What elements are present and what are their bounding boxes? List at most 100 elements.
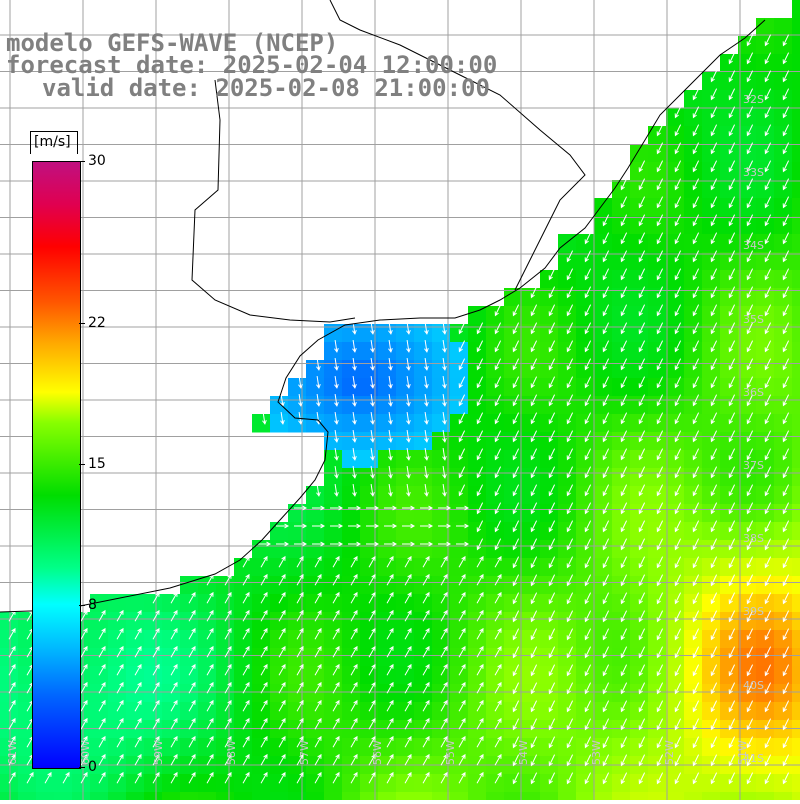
wind-arrow <box>584 772 592 785</box>
wind-arrow <box>442 376 447 389</box>
wind-arrow <box>458 753 466 766</box>
wind-arrow <box>548 412 556 425</box>
wind-speed-cell <box>396 504 415 523</box>
wind-arrow <box>728 682 736 695</box>
wind-arrow <box>782 124 790 137</box>
wind-arrow <box>494 681 502 694</box>
wind-arrow <box>8 681 16 694</box>
wind-speed-cell <box>378 522 397 541</box>
wind-arrow <box>602 538 610 551</box>
wind-arrow <box>404 591 412 604</box>
wind-arrow <box>368 555 376 568</box>
wind-arrow <box>388 322 393 335</box>
wind-speed-cell <box>792 72 800 91</box>
wind-arrow <box>530 448 538 461</box>
wind-arrow <box>352 358 357 371</box>
wind-arrow <box>386 645 394 658</box>
wind-arrow <box>764 718 772 731</box>
wind-arrow <box>294 505 308 511</box>
wind-speed-cell <box>648 792 667 804</box>
wind-arrow <box>512 412 520 425</box>
wind-speed-cell <box>360 432 379 451</box>
wind-arrow <box>366 523 380 529</box>
wind-arrow <box>170 609 178 622</box>
wind-arrow <box>494 448 502 461</box>
wind-arrow <box>512 628 520 641</box>
wind-speed-cell <box>360 540 379 559</box>
wind-speed-cell <box>414 450 433 469</box>
wind-speed-cell <box>252 792 271 804</box>
wind-arrow <box>350 573 358 586</box>
wind-speed-cell <box>774 18 793 37</box>
wind-arrow <box>152 591 160 604</box>
wind-arrow <box>692 142 700 155</box>
wind-arrow <box>656 520 664 533</box>
wind-arrow <box>98 645 106 658</box>
wind-arrow <box>442 466 447 479</box>
wind-arrow <box>314 681 322 694</box>
wind-arrow <box>278 681 286 694</box>
wind-speed-cell <box>0 792 19 804</box>
wind-arrow <box>530 376 538 389</box>
wind-arrow <box>746 142 754 155</box>
wind-arrow <box>352 376 357 389</box>
wind-arrow <box>602 772 610 785</box>
wind-arrow <box>602 214 610 227</box>
wind-arrow <box>438 541 452 547</box>
wind-speed-cell <box>306 504 325 523</box>
wind-arrow <box>494 609 502 622</box>
wind-arrow <box>530 520 538 533</box>
wind-arrow <box>386 771 394 784</box>
wind-arrow <box>278 717 286 730</box>
wind-arrow <box>584 286 592 299</box>
wind-speed-cell <box>432 414 451 433</box>
wind-arrow <box>674 538 682 551</box>
wind-arrow <box>584 736 592 749</box>
wind-arrow <box>620 394 628 407</box>
wind-arrow <box>782 628 790 641</box>
wind-speed-cell <box>108 594 127 613</box>
wind-arrow <box>512 322 520 335</box>
wind-arrow <box>422 717 430 730</box>
wind-arrow <box>80 681 88 694</box>
colorbar-tick-mark <box>79 161 85 162</box>
wind-arrow <box>8 627 16 640</box>
wind-arrow <box>566 286 574 299</box>
wind-arrow <box>476 484 484 497</box>
wind-speed-cell <box>306 486 325 505</box>
wind-arrow <box>458 609 466 622</box>
wind-arrow <box>260 681 268 694</box>
wind-arrow <box>602 304 610 317</box>
wind-arrow <box>98 753 106 766</box>
wind-speed-cell <box>792 612 800 631</box>
wind-arrow <box>424 448 429 461</box>
latitude-label: 35S <box>743 312 764 326</box>
wind-arrow <box>782 538 790 551</box>
wind-speed-cell <box>360 522 379 541</box>
wind-arrow <box>530 538 538 551</box>
wind-arrow <box>224 573 232 586</box>
wind-arrow <box>242 753 250 766</box>
wind-arrow <box>656 196 664 209</box>
wind-arrow <box>352 430 357 443</box>
wind-arrow <box>656 574 664 587</box>
wind-speed-cell <box>702 792 721 804</box>
wind-arrow <box>656 178 664 191</box>
wind-arrow <box>278 609 286 622</box>
wind-arrow <box>764 448 772 461</box>
wind-arrow <box>294 541 308 547</box>
wind-arrow <box>728 52 736 65</box>
wind-arrow <box>370 376 375 389</box>
wind-arrow <box>674 304 682 317</box>
wind-arrow <box>8 699 16 712</box>
wind-arrow <box>388 394 393 407</box>
wind-arrow <box>710 538 718 551</box>
wind-arrow <box>692 340 700 353</box>
wind-arrow <box>674 646 682 659</box>
wind-arrow <box>782 286 790 299</box>
wind-arrow <box>728 286 736 299</box>
wind-arrow <box>332 735 340 748</box>
wind-speed-cell <box>378 450 397 469</box>
wind-arrow <box>674 718 682 731</box>
